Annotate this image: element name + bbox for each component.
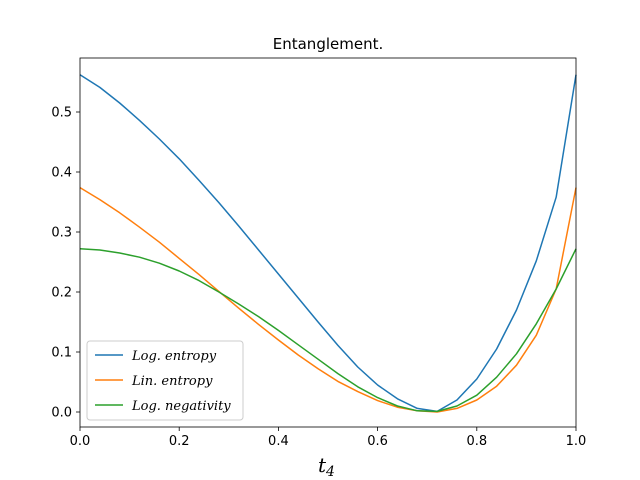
axes: 0.0 0.2 0.4 0.6 0.8 1.0 0.0 0.1 0.2 0.3 0.4 0.5 (51, 106, 586, 450)
legend-box (86, 340, 244, 421)
legend: Log. entropy Lin. entropy Log. negativity (86, 340, 244, 421)
chart-title: Entanglement. (273, 35, 383, 53)
y-tick-label: 0.1 (51, 346, 72, 361)
axis-frame (79, 57, 577, 428)
x-tick-label: 1.0 (566, 434, 587, 449)
x-tick-label: 0.4 (268, 434, 289, 449)
y-tick-label: 0.2 (51, 286, 72, 301)
legend-label: Lin. entropy (131, 374, 213, 389)
y-tick-label: 0.0 (51, 406, 72, 421)
series-lines (79, 74, 577, 413)
legend-label: Log. negativity (131, 399, 231, 414)
axes-border (79, 57, 577, 428)
legend-label: Log. entropy (131, 349, 217, 364)
series-line-3 (79, 248, 577, 413)
y-tick-label: 0.4 (51, 166, 72, 181)
x-tick-label: 0.0 (70, 434, 91, 449)
x-tick-label: 0.6 (367, 434, 388, 449)
y-tick-label: 0.3 (51, 226, 72, 241)
x-axis-label: t4 (318, 453, 335, 480)
x-tick-label: 0.2 (169, 434, 190, 449)
y-tick-label: 0.5 (51, 106, 72, 121)
x-tick-label: 0.8 (466, 434, 487, 449)
series-line-1 (79, 74, 577, 413)
series-line-2 (79, 186, 577, 413)
